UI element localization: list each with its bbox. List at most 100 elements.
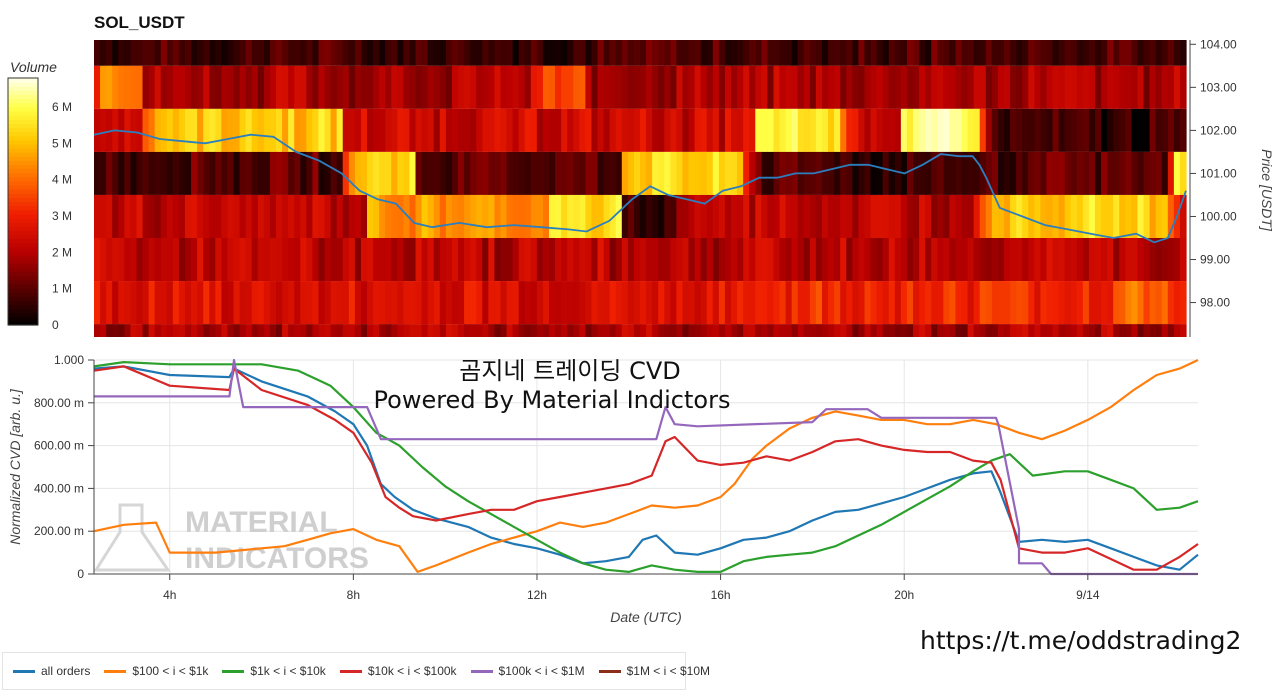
telegram-url[interactable]: https://t.me/oddstrading2 [920,626,1242,655]
heatmap-cell [773,238,781,282]
heatmap-cell [427,108,435,152]
heatmap-cell [227,108,235,152]
heatmap-cell [106,108,113,152]
heatmap-cell [1076,40,1084,66]
colorbar-segment [8,90,38,96]
heatmap-cell [688,151,696,195]
heatmap-cell [555,324,562,337]
heatmap-cell [858,281,866,325]
heatmap-cell [1143,194,1151,238]
heatmap-cell [500,238,508,282]
heatmap-cell [597,238,605,282]
heatmap-cell [906,238,914,282]
heatmap-cell [1028,324,1035,337]
heatmap-cell [160,238,168,282]
heatmap-cell [1028,65,1035,109]
cvd-y-tick-label: 800.00 m [34,396,84,410]
legend-item[interactable]: $100 < i < $1k [104,664,208,678]
heatmap-cell [724,281,732,325]
heatmap-cell [1028,194,1035,238]
heatmap-cell [494,324,502,337]
heatmap-cell [100,281,107,325]
heatmap-cell [379,151,386,195]
heatmap-cell [385,194,392,238]
heatmap-cell [694,151,702,195]
heatmap-cell [148,65,156,109]
colorbar-tick-label: 6 M [52,100,72,114]
heatmap-cell [900,194,908,238]
heatmap-cell [470,151,477,195]
legend-item[interactable]: $100k < i < $1M [470,664,585,678]
heatmap-cell [1028,40,1035,66]
heatmap-cell [913,40,920,66]
heatmap-cell [785,40,793,66]
heatmap-cell [925,324,932,337]
heatmap-cell [682,324,690,337]
heatmap-cell [330,281,338,325]
heatmap-cell [573,238,580,282]
heatmap-cell [130,194,138,238]
heatmap-cell [354,238,362,282]
heatmap-cell [524,40,532,66]
legend-item[interactable]: $10k < i < $100k [339,664,457,678]
heatmap-cell [919,238,926,282]
heatmap-cell [652,151,659,195]
colorbar-segment [8,234,38,240]
heatmap-cell [1016,281,1023,325]
heatmap-cell [997,40,1005,66]
heatmap-cell [1082,238,1090,282]
heatmap-cell [318,108,326,152]
heatmap-cell [257,108,265,152]
heatmap-cell [263,108,271,152]
heatmap-cell [913,238,920,282]
heatmap-cell [367,281,374,325]
legend-item[interactable]: $1M < i < $10M [598,664,710,678]
heatmap-cell [1022,108,1029,152]
heatmap-cell [925,281,932,325]
heatmap-cell [360,65,368,109]
heatmap-cell [251,40,259,66]
heatmap-cell [178,65,186,109]
legend-item[interactable]: all orders [13,664,90,678]
heatmap-cell [640,194,647,238]
heatmap-cell [464,324,471,337]
heatmap-cell [1107,194,1114,238]
heatmap-cell [1119,108,1126,152]
heatmap-cell [142,324,150,337]
heatmap-cell [973,40,981,66]
heatmap-cell [1064,40,1072,66]
heatmap-cell [767,65,775,109]
cvd-y-tick-label: 400.00 m [34,481,84,495]
heatmap-cell [743,194,750,238]
heatmap-cell [567,281,574,325]
heatmap-cell [124,324,131,337]
heatmap-cell [1022,40,1029,66]
heatmap-cell [809,108,817,152]
colorbar-segment [8,304,38,310]
heatmap-cell [160,324,168,337]
heatmap-cell [724,108,732,152]
heatmap-cell [931,151,938,195]
heatmap-cell [330,238,338,282]
heatmap-cell [470,238,477,282]
heatmap-cell [470,281,477,325]
heatmap-cell [488,151,495,195]
heatmap-cell [906,194,914,238]
heatmap-cell [688,281,696,325]
heatmap-cell [773,194,781,238]
heatmap-cell [300,238,307,282]
legend-item[interactable]: $1k < i < $10k [222,664,326,678]
heatmap-cell [761,324,768,337]
heatmap-cell [985,40,993,66]
heatmap-cell [1004,194,1011,238]
heatmap-cell [761,281,768,325]
heatmap-cell [676,40,684,66]
heatmap-cell [245,281,253,325]
heatmap-cell [288,108,295,152]
heatmap-cell [670,281,677,325]
heatmap-cell [597,108,605,152]
heatmap-cell [906,40,914,66]
heatmap-cell [1034,238,1041,282]
heatmap-cell [500,65,508,109]
heatmap-cell [130,238,138,282]
